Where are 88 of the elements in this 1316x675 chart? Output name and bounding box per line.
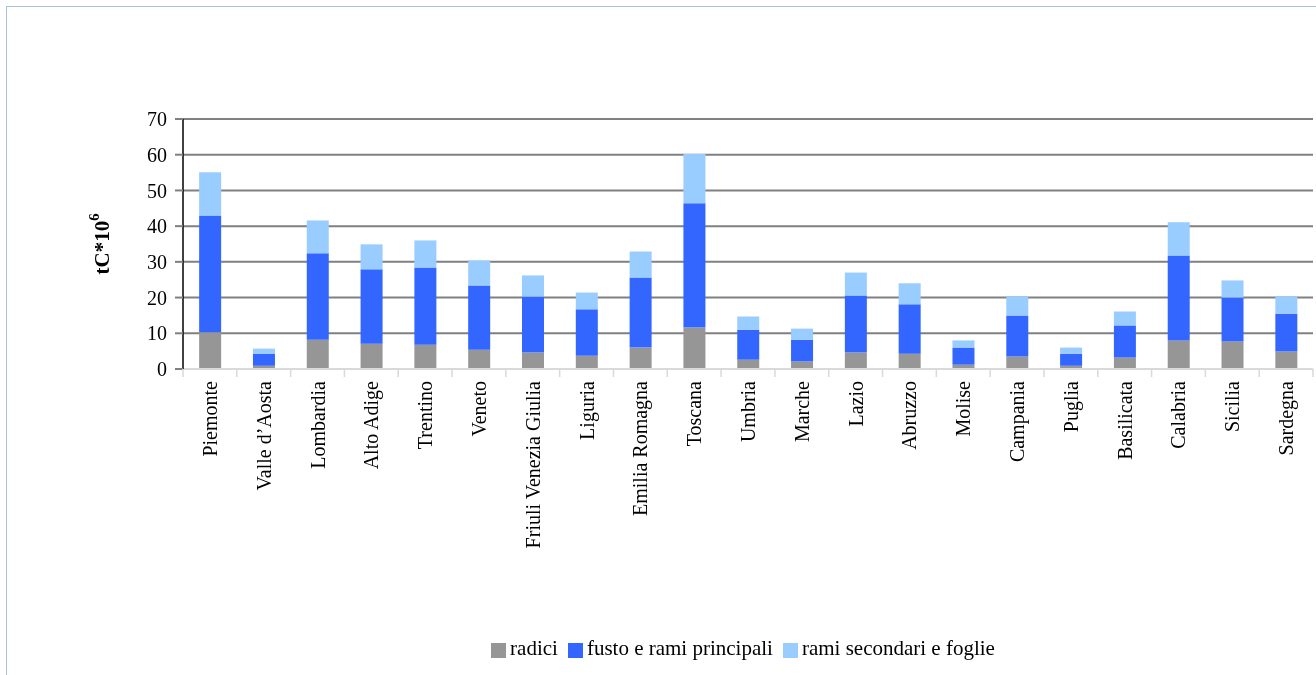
x-tick-label: Campania <box>1006 380 1030 463</box>
y-tick-label: 40 <box>147 215 167 238</box>
bar <box>306 253 329 340</box>
x-tick-label: Marche <box>790 380 813 443</box>
y-tick-label: 50 <box>147 179 167 202</box>
bar <box>1113 311 1136 326</box>
x-tick-label: Toscana <box>683 380 706 447</box>
bar <box>199 215 222 333</box>
bar <box>1113 325 1136 358</box>
bar <box>522 275 544 297</box>
bar <box>575 292 598 310</box>
x-tick-label: Friuli Venezia Giulia <box>521 380 544 549</box>
bar <box>199 332 222 369</box>
bar <box>898 304 921 354</box>
bar <box>898 283 921 305</box>
x-tick-label: Trentino <box>414 381 437 450</box>
bar <box>737 329 760 360</box>
bar <box>1167 255 1190 341</box>
bar <box>414 267 437 345</box>
legend-label: radici <box>510 636 558 660</box>
x-tick-label: Abruzzo <box>898 381 921 450</box>
bar <box>1275 313 1298 352</box>
bar <box>199 172 222 216</box>
x-tick-label: Lazio <box>844 381 867 427</box>
bar <box>252 353 275 366</box>
bar <box>468 285 491 350</box>
x-tick-label: Sicilia <box>1221 380 1244 433</box>
bar <box>898 353 921 369</box>
x-tick-label: Calabria <box>1167 380 1190 449</box>
y-tick-label: 10 <box>147 322 167 345</box>
bar <box>414 240 437 268</box>
x-tick-label: Liguria <box>575 380 599 440</box>
x-tick-label: Alto Adige <box>360 380 384 470</box>
y-tick-label: 60 <box>147 143 167 166</box>
bar <box>306 339 329 369</box>
x-tick-label: Umbria <box>737 380 759 443</box>
bar <box>252 348 275 354</box>
bar <box>1221 341 1244 369</box>
bar <box>360 269 383 344</box>
bar <box>844 352 867 369</box>
bar <box>683 154 706 204</box>
bar <box>522 296 544 353</box>
y-tick-label: 30 <box>147 250 167 273</box>
bar <box>1275 296 1298 314</box>
bar <box>683 327 706 369</box>
x-tick-label: Basilicata <box>1113 380 1136 460</box>
bar <box>844 272 867 296</box>
bar <box>1006 296 1029 316</box>
bar <box>1221 280 1244 298</box>
x-tick-label: Puglia <box>1059 380 1083 433</box>
bar <box>306 220 329 254</box>
bar <box>737 316 760 330</box>
bar <box>360 244 383 270</box>
y-tick-label: 70 <box>147 108 167 131</box>
bar <box>468 260 491 286</box>
x-tick-label: Lombardia <box>306 380 329 469</box>
bar <box>683 203 706 328</box>
bar <box>952 347 975 365</box>
y-tick-label: 0 <box>157 358 167 381</box>
x-tick-label: Valle d’Aosta <box>252 380 275 491</box>
bar <box>360 343 383 369</box>
y-tick-label: 20 <box>147 286 167 309</box>
bar <box>791 328 814 340</box>
bar <box>1221 297 1244 342</box>
bar <box>629 347 652 369</box>
x-tick-label: Emilia Romagna <box>629 380 653 516</box>
bar <box>468 349 491 369</box>
bar <box>414 344 437 369</box>
x-tick-label: Sardegna <box>1275 380 1299 456</box>
bar <box>1275 351 1298 369</box>
x-tick-label: Veneto <box>467 381 490 437</box>
bar <box>791 339 814 362</box>
bar <box>522 352 544 369</box>
bar <box>1167 340 1190 369</box>
bar <box>1060 347 1083 354</box>
bar <box>952 340 975 348</box>
bar <box>575 355 598 369</box>
legend-label: fusto e rami principali <box>586 636 773 660</box>
x-tick-label: Piemonte <box>198 380 221 457</box>
x-tick-label: Molise <box>952 380 975 437</box>
bar <box>629 277 652 348</box>
bar <box>575 309 598 356</box>
legend-label: rami secondari e foglie <box>801 636 995 660</box>
bar <box>629 251 652 278</box>
bar <box>1060 353 1083 366</box>
bar <box>1167 222 1190 256</box>
bar <box>844 295 867 353</box>
bar <box>1006 315 1029 357</box>
